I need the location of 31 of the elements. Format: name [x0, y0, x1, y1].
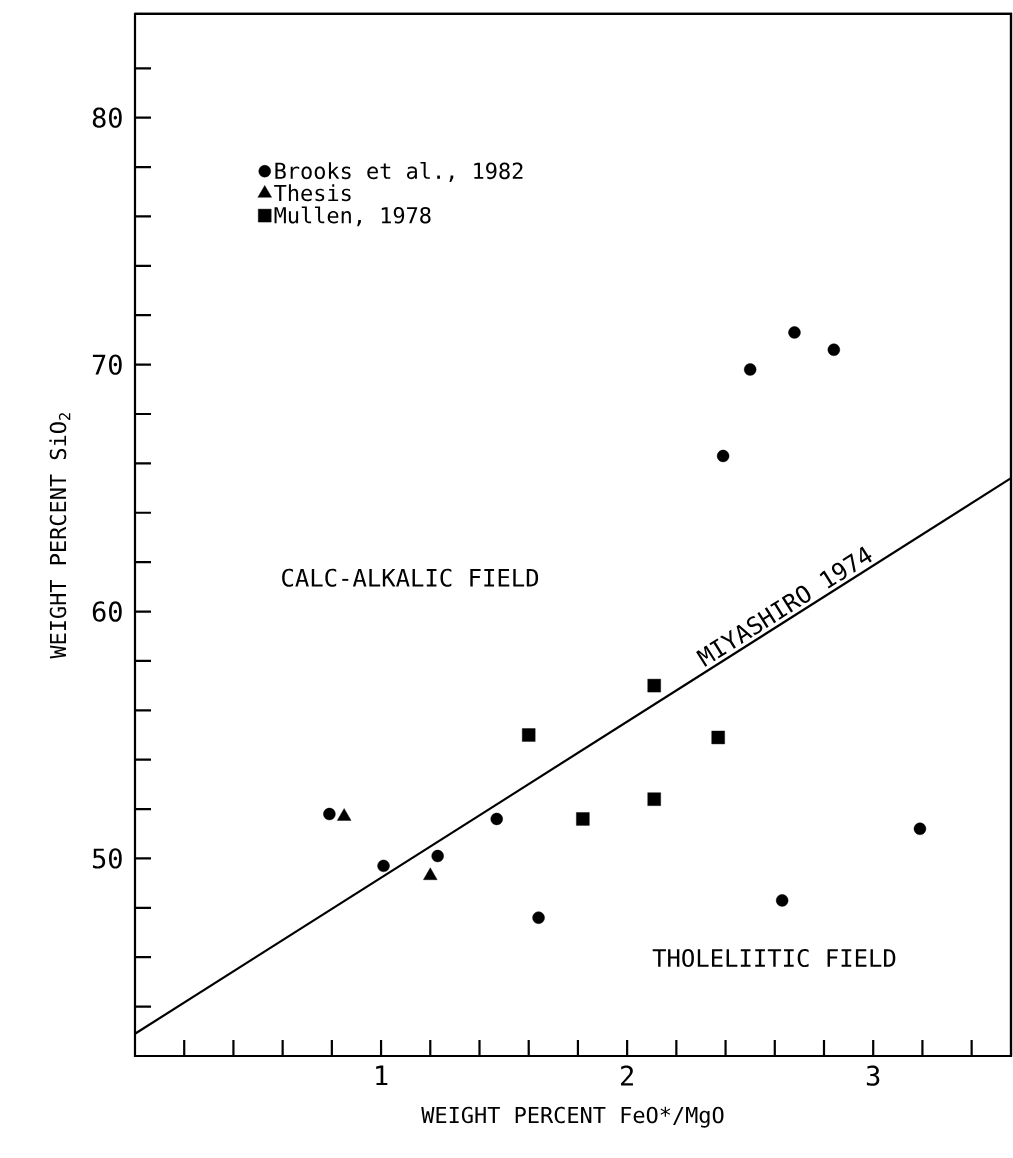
x-axis-title: WEIGHT PERCENT FeO*/MgO: [421, 1106, 724, 1128]
point: [337, 808, 352, 821]
annotation: CALC-ALKALIC FIELD: [282, 568, 539, 587]
point: [576, 812, 590, 826]
legend-label: Mullen, 1978: [274, 206, 431, 227]
y-tick-label: 80: [92, 107, 122, 128]
x-tick-label: 3: [866, 1065, 880, 1086]
point: [647, 678, 661, 693]
point: [711, 730, 725, 745]
legend-label: Brooks et al., 1982: [275, 162, 523, 182]
legend-label: Thesis: [274, 184, 351, 202]
point: [716, 449, 730, 463]
y-axis-title: WEIGHT PERCENT SiO$_{2}$: [49, 413, 71, 659]
y-tick-label: 50: [92, 848, 122, 869]
x-tick-label: 1: [376, 1065, 388, 1086]
y-tick-label: 70: [92, 354, 122, 375]
point: [323, 807, 336, 821]
point: [788, 326, 801, 339]
point: [377, 859, 390, 873]
x-tick-label: 2: [621, 1065, 633, 1086]
point: [775, 894, 789, 907]
point: [647, 792, 661, 806]
point: [744, 363, 757, 376]
point: [431, 849, 444, 863]
point: [827, 343, 841, 356]
annotation: THOLELIITIC FIELD: [652, 949, 896, 968]
point: [522, 728, 536, 742]
point: [532, 911, 545, 924]
y-tick-label: 60: [92, 601, 122, 622]
point: [490, 812, 503, 826]
point: [913, 822, 927, 835]
